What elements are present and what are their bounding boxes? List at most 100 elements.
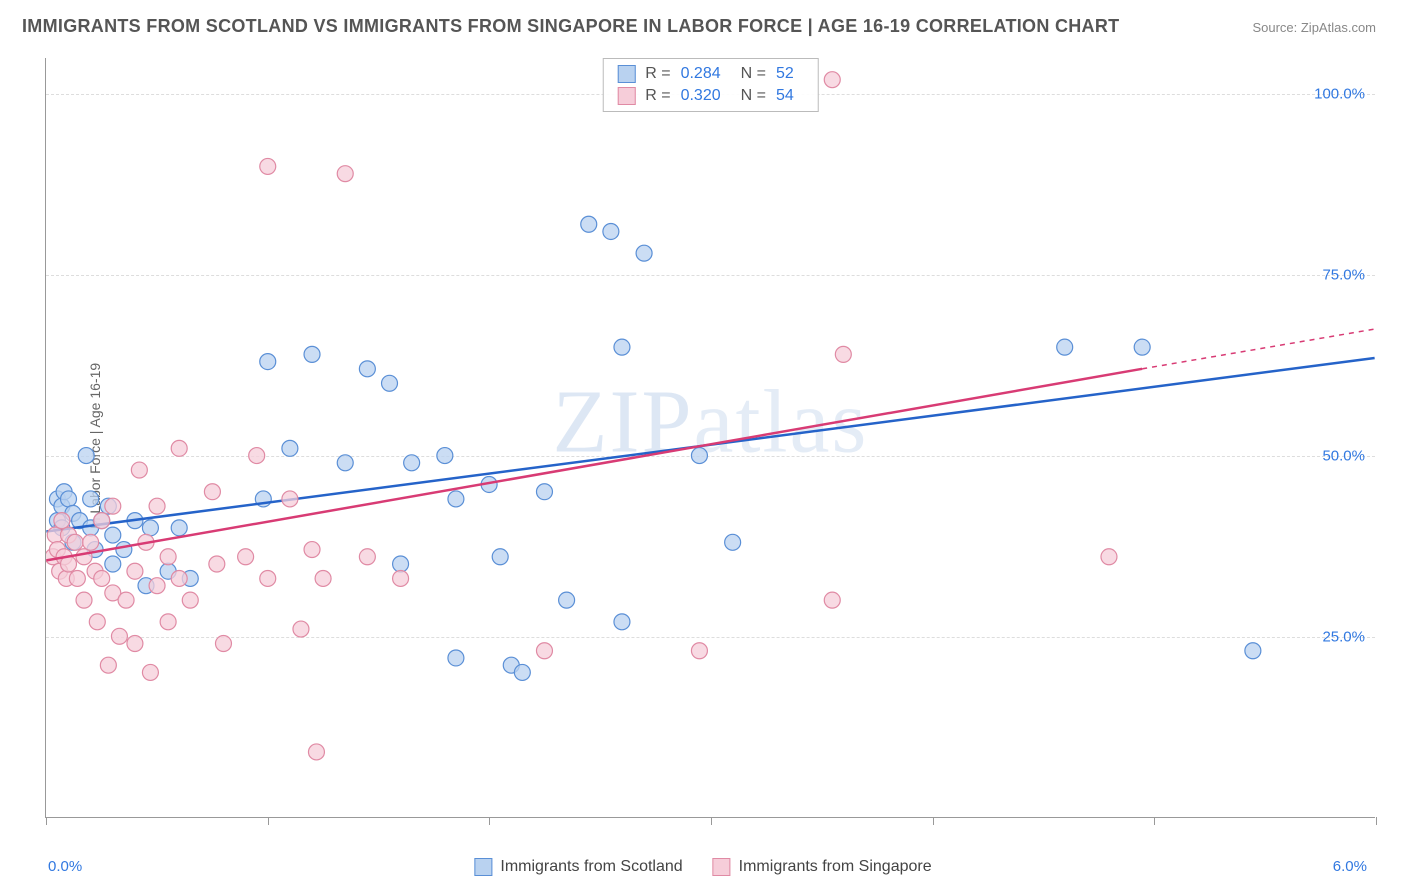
data-point — [204, 484, 220, 500]
data-point — [105, 556, 121, 572]
data-point — [835, 346, 851, 362]
r-value-singapore: 0.320 — [681, 87, 721, 105]
x-tick-label: 6.0% — [1333, 858, 1367, 875]
data-point — [725, 534, 741, 550]
data-point — [83, 491, 99, 507]
x-tick — [711, 817, 712, 825]
data-point — [215, 636, 231, 652]
data-point — [393, 570, 409, 586]
data-point — [83, 534, 99, 550]
correlation-legend: R = 0.284 N = 52 R = 0.320 N = 54 — [602, 58, 819, 112]
data-point — [76, 549, 92, 565]
data-point — [76, 592, 92, 608]
legend-row-scotland: R = 0.284 N = 52 — [603, 63, 818, 85]
data-point — [603, 223, 619, 239]
data-point — [448, 491, 464, 507]
swatch-singapore-bottom — [713, 858, 731, 876]
x-tick — [1376, 817, 1377, 825]
data-point — [536, 484, 552, 500]
data-point — [69, 570, 85, 586]
data-point — [404, 455, 420, 471]
data-point — [581, 216, 597, 232]
legend-item-scotland: Immigrants from Scotland — [474, 858, 682, 876]
legend-row-singapore: R = 0.320 N = 54 — [603, 85, 818, 107]
data-point — [514, 664, 530, 680]
n-value-scotland: 52 — [776, 65, 794, 83]
legend-item-singapore: Immigrants from Singapore — [713, 858, 932, 876]
data-point — [337, 166, 353, 182]
data-point — [824, 592, 840, 608]
data-point — [448, 650, 464, 666]
data-point — [127, 563, 143, 579]
data-point — [105, 527, 121, 543]
chart-title: IMMIGRANTS FROM SCOTLAND VS IMMIGRANTS F… — [22, 16, 1119, 37]
data-point — [78, 448, 94, 464]
data-point — [614, 614, 630, 630]
data-point — [282, 491, 298, 507]
data-point — [308, 744, 324, 760]
source-attribution: Source: ZipAtlas.com — [1252, 20, 1376, 35]
data-point — [1101, 549, 1117, 565]
x-tick — [489, 817, 490, 825]
data-point — [116, 542, 132, 558]
data-point — [160, 614, 176, 630]
data-point — [89, 614, 105, 630]
data-point — [691, 643, 707, 659]
data-point — [67, 534, 83, 550]
data-point — [100, 657, 116, 673]
data-point — [1134, 339, 1150, 355]
data-point — [282, 440, 298, 456]
data-point — [149, 578, 165, 594]
data-point — [160, 549, 176, 565]
x-tick — [268, 817, 269, 825]
data-point — [171, 440, 187, 456]
data-point — [61, 491, 77, 507]
data-point — [149, 498, 165, 514]
swatch-scotland — [617, 65, 635, 83]
data-point — [382, 375, 398, 391]
data-point — [171, 520, 187, 536]
swatch-scotland-bottom — [474, 858, 492, 876]
data-point — [1245, 643, 1261, 659]
data-point — [111, 628, 127, 644]
n-value-singapore: 54 — [776, 87, 794, 105]
trend-line — [46, 369, 1142, 561]
data-point — [359, 549, 375, 565]
data-point — [105, 498, 121, 514]
data-point — [636, 245, 652, 261]
data-point — [337, 455, 353, 471]
data-point — [94, 513, 110, 529]
data-point — [614, 339, 630, 355]
data-point — [536, 643, 552, 659]
data-point — [492, 549, 508, 565]
legend-label-singapore: Immigrants from Singapore — [739, 858, 932, 876]
data-point — [393, 556, 409, 572]
data-point — [171, 570, 187, 586]
data-point — [304, 346, 320, 362]
x-tick — [933, 817, 934, 825]
plot-area: ZIPatlas R = 0.284 N = 52 R = 0.320 N = … — [45, 58, 1375, 818]
data-point — [94, 570, 110, 586]
x-tick — [1154, 817, 1155, 825]
data-point — [131, 462, 147, 478]
data-point — [238, 549, 254, 565]
data-point — [293, 621, 309, 637]
legend-label-scotland: Immigrants from Scotland — [500, 858, 682, 876]
data-point — [437, 448, 453, 464]
data-point — [249, 448, 265, 464]
data-point — [691, 448, 707, 464]
data-point — [182, 592, 198, 608]
r-value-scotland: 0.284 — [681, 65, 721, 83]
swatch-singapore — [617, 87, 635, 105]
data-point — [260, 158, 276, 174]
data-point — [209, 556, 225, 572]
data-point — [142, 664, 158, 680]
data-point — [315, 570, 331, 586]
scatter-svg — [46, 58, 1375, 817]
x-tick — [46, 817, 47, 825]
data-point — [260, 354, 276, 370]
data-point — [260, 570, 276, 586]
data-point — [118, 592, 134, 608]
data-point — [54, 513, 70, 529]
data-point — [359, 361, 375, 377]
